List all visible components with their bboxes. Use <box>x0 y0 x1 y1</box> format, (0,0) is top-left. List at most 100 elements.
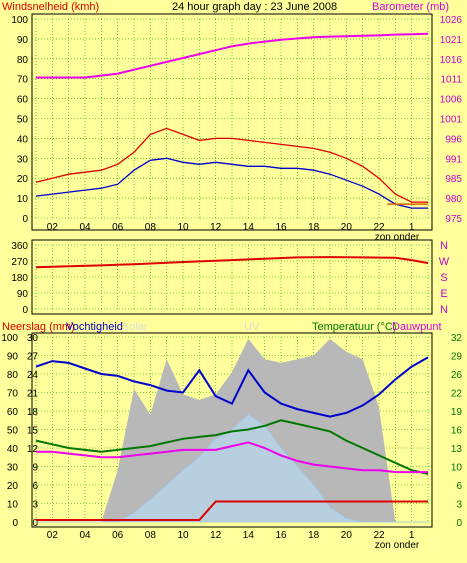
barometer-tick-label: 975 <box>445 214 462 225</box>
hour-tick-label: 12 <box>210 222 222 233</box>
climate-panel: 1009080706050403020100302724211815129630… <box>1 333 462 551</box>
wind-tick-label: 0 <box>22 214 28 225</box>
humidity-tick-label: 20 <box>7 481 19 492</box>
wind-tick-label: 100 <box>11 15 28 26</box>
rain-tick-label: 21 <box>27 389 39 400</box>
direction-tick-label: 90 <box>17 289 29 300</box>
rain-tick-label: 27 <box>27 352 39 363</box>
wind-tick-label: 60 <box>17 95 29 106</box>
hour-tick-label: 08 <box>145 222 157 233</box>
barometer-tick-label: 1006 <box>440 95 463 106</box>
hour-tick-label: 1 <box>409 530 415 541</box>
humidity-tick-label: 10 <box>7 500 19 511</box>
rain-series-line <box>36 500 428 521</box>
uv-label: UV <box>244 321 260 333</box>
compass-tick-label: E <box>440 288 447 300</box>
temperature-tick-label: 29 <box>451 352 463 363</box>
humidity-series-line <box>35 356 429 418</box>
compass-tick-label: W <box>439 256 450 268</box>
hour-tick-label: 08 <box>145 530 157 541</box>
temperature-series-line <box>35 419 429 475</box>
temperature-tick-label: 3 <box>456 500 462 511</box>
rain-tick-label: 9 <box>32 463 38 474</box>
humidity-tick-label: 0 <box>12 518 18 529</box>
rain-tick-label: 24 <box>27 370 39 381</box>
rain-tick-label: 3 <box>32 500 38 511</box>
wind-average-series-line <box>35 157 428 209</box>
wind-tick-label: 80 <box>17 55 29 66</box>
rain-tick-label: 12 <box>27 444 39 455</box>
hour-tick-label: 12 <box>210 530 222 541</box>
barometer-tick-label: 1026 <box>440 15 463 26</box>
sunset-label: zon onder <box>375 232 420 243</box>
hour-tick-label: 02 <box>47 222 59 233</box>
compass-tick-label: S <box>440 272 447 284</box>
hour-tick-label: 20 <box>341 530 353 541</box>
temperatuur-label: Temperatuur (°C) <box>312 321 396 333</box>
hour-tick-label: 1 <box>409 222 415 233</box>
hour-tick-label: 14 <box>243 530 255 541</box>
hour-tick-label: 04 <box>79 530 91 541</box>
humidity-tick-label: 70 <box>7 389 19 400</box>
vochtigheid-label: Vochtigheid <box>66 321 123 333</box>
barometer-axis-title: Barometer (mb) <box>372 1 449 13</box>
temperature-tick-label: 16 <box>451 426 463 437</box>
hour-tick-label: 14 <box>243 222 255 233</box>
humidity-tick-label: 90 <box>7 352 19 363</box>
hour-tick-label: 18 <box>308 530 320 541</box>
barometer-tick-label: 991 <box>445 154 462 165</box>
humidity-tick-label: 40 <box>7 444 19 455</box>
neerslag-label: Neerslag (mm) <box>2 321 75 333</box>
hour-tick-label: 20 <box>341 222 353 233</box>
humidity-tick-label: 50 <box>7 426 19 437</box>
hour-tick-label: 06 <box>112 222 124 233</box>
barometer-series-line <box>36 32 429 79</box>
direction-tick-label: 180 <box>11 273 28 284</box>
hour-tick-label: 16 <box>275 530 287 541</box>
barometer-tick-label: 1011 <box>440 75 462 86</box>
rain-tick-label: 6 <box>32 481 38 492</box>
sunset-label: zon onder <box>375 540 420 551</box>
hour-tick-label: 10 <box>177 530 189 541</box>
uv-area <box>36 414 428 523</box>
wind-tick-label: 90 <box>17 35 29 46</box>
temperature-tick-label: 19 <box>451 407 463 418</box>
temperature-tick-label: 32 <box>451 333 463 344</box>
wind-tick-label: 10 <box>17 194 29 205</box>
hour-tick-label: 16 <box>275 222 287 233</box>
hour-tick-label: 22 <box>373 530 385 541</box>
humidity-tick-label: 60 <box>7 407 19 418</box>
wind-axis-title: Windsnelheid (kmh) <box>2 1 99 13</box>
dewpoint-series-line <box>36 441 428 474</box>
temperature-tick-label: 6 <box>456 481 462 492</box>
hour-tick-label: 06 <box>112 530 124 541</box>
compass-tick-label: N <box>440 304 448 316</box>
humidity-tick-label: 100 <box>1 333 18 344</box>
hour-tick-label: 04 <box>79 222 91 233</box>
barometer-tick-label: 1001 <box>440 115 463 126</box>
solar-label: Solar <box>122 321 148 333</box>
chart-title: 24 hour graph day : 23 June 2008 <box>172 1 337 13</box>
dauwpunt-label: Dauwpunt <box>392 321 442 333</box>
humidity-tick-label: 80 <box>7 370 19 381</box>
wind-direction-series-line <box>35 256 429 269</box>
humidity-tick-label: 30 <box>7 463 19 474</box>
rain-tick-label: 18 <box>27 407 39 418</box>
wind-tick-label: 40 <box>17 134 29 145</box>
temperature-tick-label: 10 <box>451 463 463 474</box>
barometer-tick-label: 980 <box>445 194 462 205</box>
wind-tick-label: 50 <box>17 115 29 126</box>
wind-tick-label: 70 <box>17 75 29 86</box>
rain-tick-label: 15 <box>27 426 39 437</box>
barometer-tick-label: 1016 <box>440 55 463 66</box>
direction-tick-label: 0 <box>22 305 28 316</box>
direction-tick-label: 270 <box>11 257 28 268</box>
temperature-tick-label: 0 <box>456 518 462 529</box>
hour-tick-label: 18 <box>308 222 320 233</box>
wind-gust-series-line <box>35 127 428 203</box>
temperature-tick-label: 22 <box>451 389 463 400</box>
direction-tick-label: 360 <box>11 241 28 252</box>
temperature-tick-label: 26 <box>451 370 463 381</box>
